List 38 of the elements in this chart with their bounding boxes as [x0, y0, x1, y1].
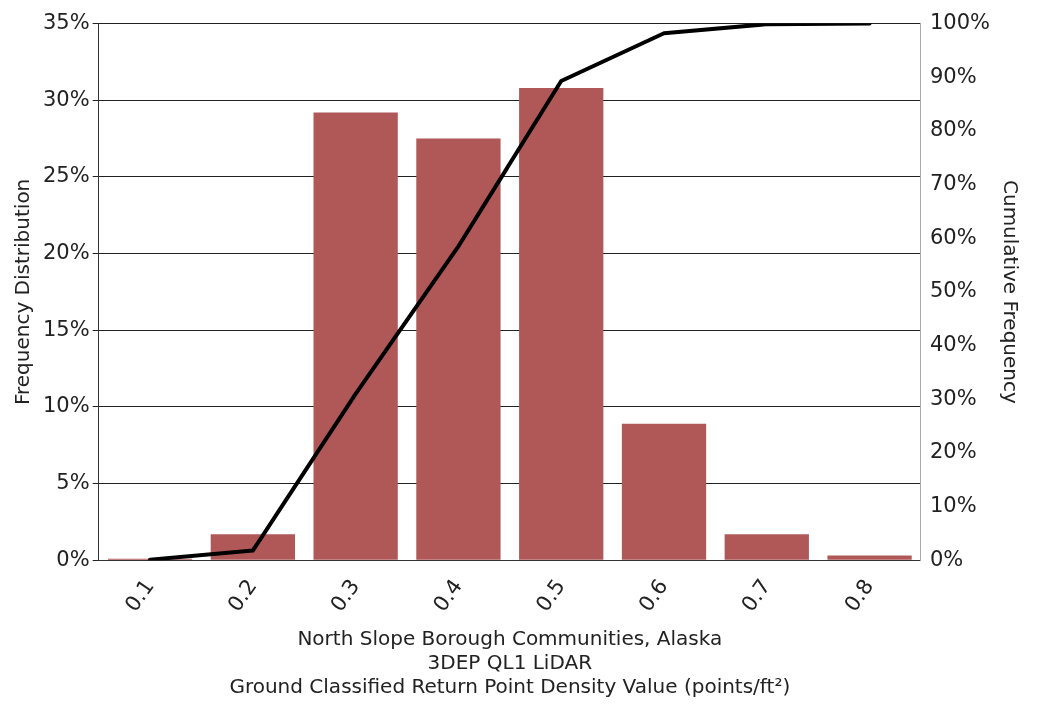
bar	[724, 534, 809, 560]
y2-axis-title: Cumulative Frequency	[998, 179, 1023, 404]
text: 3DEP QL1 LiDAR	[427, 650, 593, 675]
y2-tick-label: 20%	[929, 439, 977, 464]
y-tick-label: 25%	[42, 163, 90, 188]
y2-tick-label: 10%	[929, 492, 977, 517]
x-tick-label: 0.2	[222, 574, 262, 616]
y2-tick-label: 80%	[929, 117, 977, 142]
y-axis-title: Frequency Distribution	[10, 178, 35, 406]
y2-tick-label: 100%	[929, 10, 991, 35]
y2-tick-label: 50%	[929, 278, 977, 303]
x-tick-label: 0.6	[633, 574, 673, 616]
y-tick-label: 0%	[56, 546, 90, 571]
y2-tick-label: 0%	[929, 546, 964, 571]
x-tick-label: 0.8	[839, 574, 879, 616]
y-tick-label: 35%	[42, 10, 90, 35]
bar	[519, 87, 604, 560]
y-tick-label: 15%	[42, 316, 90, 341]
x-tick-label: 0.3	[325, 574, 365, 616]
x-tick-label: 0.1	[119, 574, 159, 616]
y-tick-label: 5%	[56, 469, 90, 494]
x-tick-label: 0.7	[736, 574, 776, 616]
bar	[621, 423, 707, 560]
y2-tick-label: 90%	[929, 63, 977, 88]
y2-tick-label: 70%	[929, 171, 977, 196]
y2-tick-label: 30%	[929, 385, 977, 410]
y-tick-label: 10%	[42, 393, 90, 418]
y-tick-label: 20%	[42, 240, 90, 265]
x-tick-label: 0.4	[428, 574, 467, 616]
x-tick-label: 0.5	[530, 574, 570, 616]
bar	[416, 138, 501, 560]
y-tick-label: 30%	[42, 86, 90, 111]
text: Ground Classified Return Point Density Value (points/ft²)	[229, 674, 791, 699]
y2-tick-label: 60%	[929, 224, 977, 249]
y2-tick-label: 40%	[929, 332, 977, 357]
text: North Slope Borough Communities, Alaska	[297, 626, 723, 651]
bar	[827, 555, 912, 560]
bar	[313, 112, 398, 560]
